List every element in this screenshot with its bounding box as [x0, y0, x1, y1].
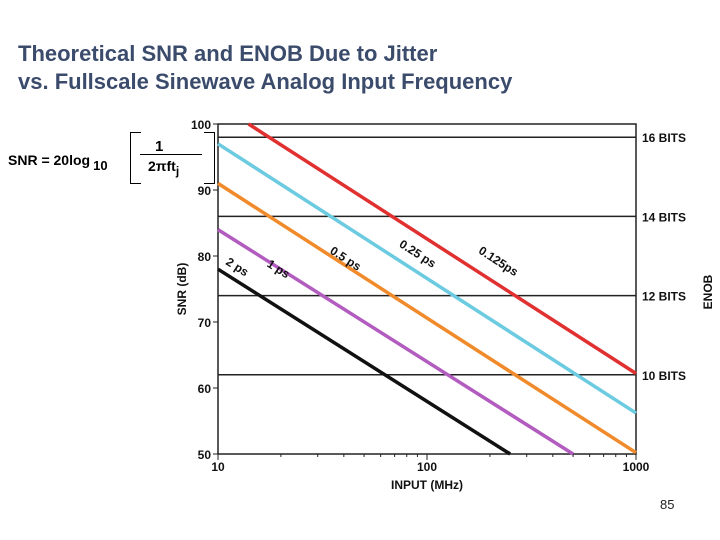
series-line-2 [217, 181, 637, 455]
title-line-1: Theoretical SNR and ENOB Due to Jitter [18, 41, 438, 66]
title-line-2: vs. Fullscale Sinewave Analog Input Freq… [18, 69, 513, 94]
formula-denominator-text: 2πft [148, 158, 176, 174]
y-tick-label-5: 100 [191, 118, 211, 132]
formula-left-bracket [130, 132, 141, 184]
series-label-2: 0.5 ps [327, 243, 363, 273]
enob-label-0: 16 BITS [642, 131, 686, 145]
series-line-3 [217, 228, 575, 456]
enob-label-3: 10 BITS [642, 369, 686, 383]
enob-label-1: 14 BITS [642, 210, 686, 224]
enob-label-2: 12 BITS [642, 290, 686, 304]
formula-lhs-text: SNR = 20log [8, 152, 91, 168]
formula-fraction-bar [140, 154, 202, 155]
x-tick-label-1: 100 [417, 460, 437, 474]
formula-numerator: 1 [155, 138, 164, 155]
y-tick-label-4: 90 [198, 184, 212, 198]
y-tick-label-3: 80 [198, 250, 212, 264]
page-number: 85 [660, 497, 675, 512]
formula-log-base: 10 [93, 158, 108, 173]
series-line-0 [247, 122, 637, 375]
formula-right-bracket [204, 132, 215, 184]
formula-denominator: 2πftj [148, 158, 179, 178]
y2-axis-label: ENOB [701, 274, 715, 309]
x-axis-label: INPUT (MHz) [391, 478, 463, 492]
x-tick-label-2: 1000 [623, 460, 650, 474]
plot-frame [217, 123, 637, 455]
y-axis-label: SNR (dB) [175, 263, 189, 316]
y-tick-label-1: 60 [198, 382, 212, 396]
y-tick-label-2: 70 [198, 316, 212, 330]
y-tick-label-0: 50 [198, 448, 212, 462]
x-tick-label-0: 10 [211, 460, 225, 474]
series-line-4 [217, 267, 512, 456]
snr-formula: SNR = 20log 10 1 2πftj [8, 118, 218, 198]
series-line-1 [217, 142, 637, 415]
formula-denominator-sub: j [175, 164, 180, 178]
slide-title: Theoretical SNR and ENOB Due to Jitter v… [18, 40, 708, 96]
series-label-3: 1 ps [265, 257, 293, 282]
formula-lhs: SNR = 20log 10 [8, 152, 108, 173]
